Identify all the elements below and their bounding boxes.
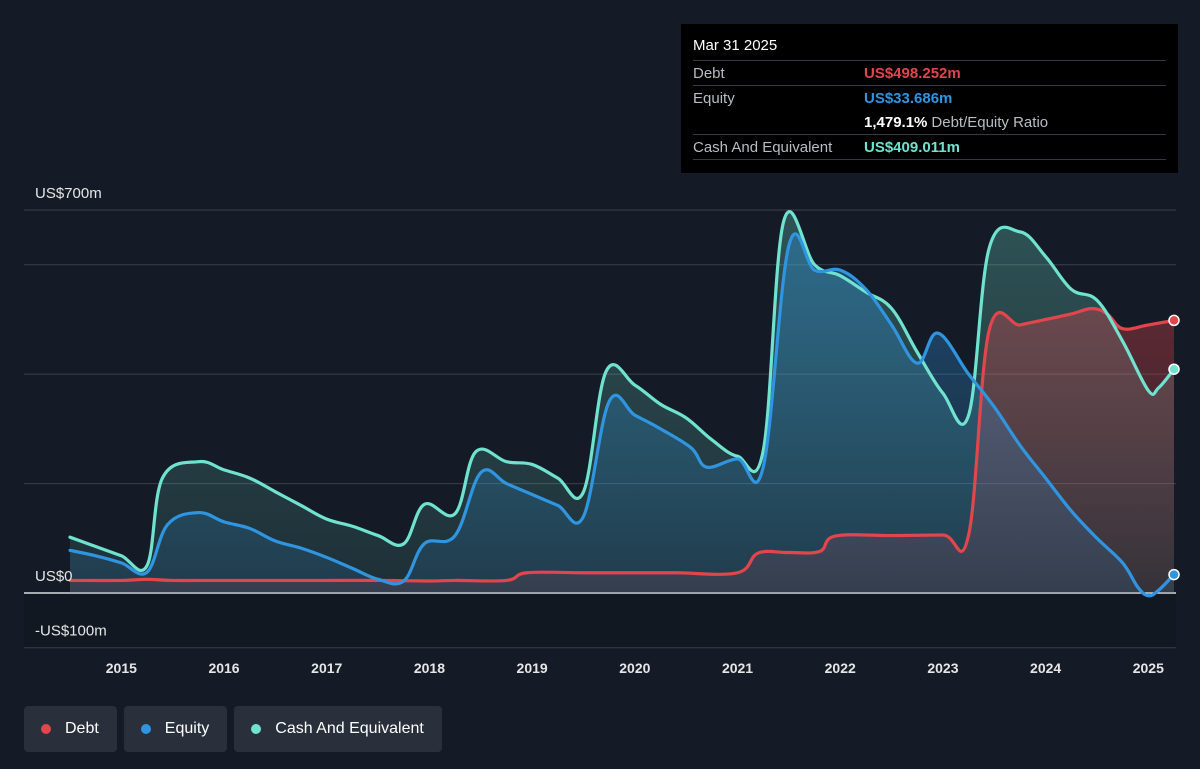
cash-color-dot-icon [251, 724, 262, 734]
equity-color-dot-icon [140, 724, 151, 734]
debt-endpoint [1168, 314, 1180, 327]
chart-legend: Debt Equity Cash And Equivalent [24, 706, 442, 752]
series-lines [68, 210, 1176, 598]
tooltip-equity-label: Equity [693, 89, 735, 107]
x-tick-label: 2018 [414, 660, 445, 676]
legend-cash-label: Cash And Equivalent [275, 720, 424, 737]
x-tick-label: 2024 [1030, 660, 1061, 676]
tooltip-debt-value: US$498.252m [864, 64, 961, 82]
tooltip-ratio-row: 1,479.1% Debt/Equity Ratio [693, 110, 1166, 134]
y-tick-label: US$700m [35, 185, 102, 202]
y-axis-labels: US$700m US$0 -US$100m [35, 185, 107, 640]
cash-line [68, 210, 1176, 573]
equity-line [68, 232, 1176, 598]
x-axis-labels: 2015 2016 2017 2018 2019 2020 2021 2022 2023 2024… [106, 660, 1164, 676]
x-tick-label: 2019 [517, 660, 548, 676]
legend-item-cash[interactable]: Cash And Equivalent [234, 706, 442, 752]
legend-debt-label: Debt [65, 720, 99, 737]
debt-line [68, 306, 1176, 583]
x-tick-label: 2016 [208, 660, 239, 676]
cash-endpoint [1168, 363, 1180, 375]
x-tick-label: 2022 [825, 660, 856, 676]
tooltip-cash-label: Cash And Equivalent [693, 138, 833, 156]
tooltip-ratio-label: Debt/Equity Ratio [931, 113, 1049, 131]
tooltip-equity-value: US$33.686m [864, 89, 953, 107]
x-tick-label: 2020 [619, 660, 650, 676]
y-tick-label: -US$100m [35, 623, 107, 640]
tooltip-ratio-value: 1,479.1% [864, 113, 928, 131]
series-endpoints [1168, 314, 1180, 581]
x-tick-label: 2021 [722, 660, 753, 676]
tooltip-equity-row: Equity US$33.686m [693, 85, 1166, 110]
debt-equity-chart: US$700m US$0 -US$100m 2015 2016 2017 2018 2019… [24, 185, 1180, 676]
x-tick-label: 2023 [927, 660, 958, 676]
debt-color-dot-icon [41, 724, 51, 734]
series-areas [70, 211, 1174, 596]
data-tooltip: Mar 31 2025 Debt US$498.252m Equity US$3… [681, 24, 1178, 173]
x-tick-label: 2025 [1133, 660, 1164, 676]
tooltip-debt-label: Debt [693, 64, 725, 82]
legend-equity-label: Equity [164, 720, 210, 737]
tooltip-cash-row: Cash And Equivalent US$409.011m [693, 134, 1166, 160]
gridlines [24, 209, 1176, 649]
legend-item-debt[interactable]: Debt [24, 706, 117, 752]
equity-endpoint [1168, 568, 1180, 581]
x-tick-label: 2017 [311, 660, 342, 676]
equity-area [70, 233, 1174, 596]
legend-item-equity[interactable]: Equity [123, 706, 228, 752]
tooltip-date: Mar 31 2025 [693, 37, 778, 54]
y-tick-label: US$0 [35, 568, 73, 585]
x-tick-label: 2015 [106, 660, 137, 676]
tooltip-debt-row: Debt US$498.252m [693, 60, 1166, 85]
below-zero-band [24, 593, 1176, 648]
tooltip-cash-value: US$409.011m [864, 138, 960, 156]
